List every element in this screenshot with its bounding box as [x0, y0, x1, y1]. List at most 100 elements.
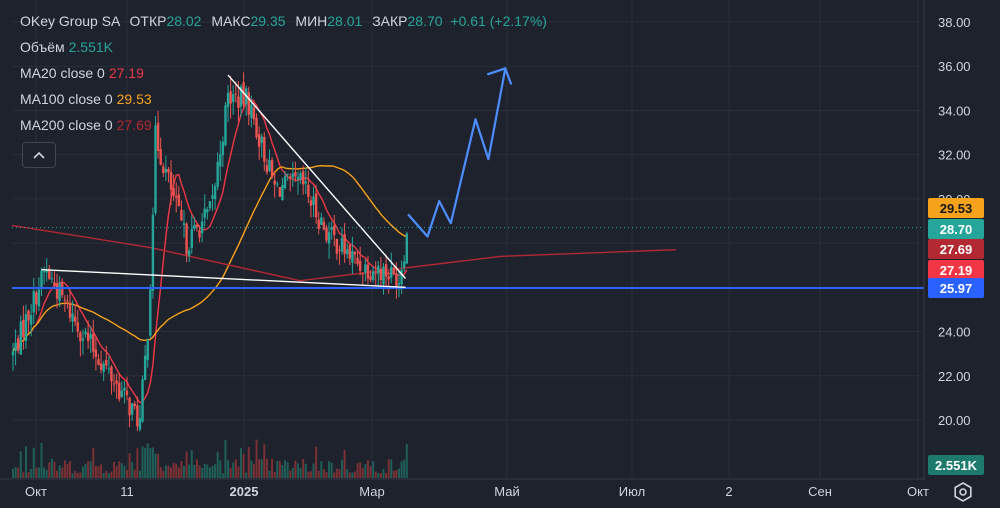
volume-bar — [330, 462, 333, 478]
volume-bar — [346, 469, 349, 478]
candle-body — [159, 149, 162, 165]
volume-bar — [335, 468, 338, 478]
volume-bar — [94, 465, 97, 478]
y-tick-label: 38.00 — [938, 15, 971, 30]
volume-bar — [328, 461, 331, 478]
volume-bar — [24, 446, 27, 478]
candle-body — [335, 238, 339, 254]
volume-bar — [232, 462, 235, 478]
candle-body — [130, 403, 134, 415]
volume-bar — [265, 458, 268, 478]
candle-body — [343, 234, 346, 255]
volume-bar — [180, 460, 183, 478]
volume-price-tag — [928, 455, 984, 475]
candle-body — [177, 194, 181, 206]
volume-bar — [276, 460, 279, 478]
candle-body — [37, 289, 41, 307]
volume-bar — [239, 448, 242, 478]
candle-body — [73, 316, 77, 322]
y-tick-label: 32.00 — [938, 148, 971, 163]
candle-body — [180, 209, 183, 221]
volume-bar — [382, 468, 385, 478]
volume-bar — [398, 468, 401, 478]
candle-body — [307, 184, 310, 197]
candle-body — [320, 217, 323, 225]
collapse-legend-button[interactable] — [22, 142, 56, 168]
volume-bar — [343, 449, 346, 478]
candle-body — [216, 161, 219, 187]
x-tick-label: Июл — [619, 484, 645, 499]
volume-bar — [252, 463, 255, 478]
volume-bar — [107, 473, 110, 478]
volume-bar — [146, 443, 149, 478]
volume-bar — [19, 451, 22, 478]
change-value: +0.61 (+2.17%) — [450, 13, 547, 29]
volume-bar — [32, 447, 35, 478]
candle-body — [374, 272, 377, 274]
candle-body — [115, 380, 118, 384]
volume-bar — [387, 459, 390, 478]
volume-bar — [395, 469, 398, 478]
candle-body — [187, 250, 191, 256]
volume-bar — [341, 459, 344, 478]
candle-body — [29, 315, 33, 325]
volume-row[interactable]: Объём 2.551K — [20, 34, 547, 60]
candle-body — [141, 379, 144, 422]
candle-body — [226, 92, 230, 107]
volume-bar — [278, 461, 281, 478]
ma200-row[interactable]: MA200 close 0 27.69 — [20, 112, 547, 138]
ma20-row[interactable]: MA20 close 0 27.19 — [20, 60, 547, 86]
volume-bar — [17, 467, 20, 478]
candle-body — [110, 366, 113, 382]
high-label: МАКС — [211, 13, 251, 29]
volume-bar — [356, 463, 359, 478]
volume-bar — [351, 472, 354, 478]
symbol-name[interactable]: OKey Group SA — [20, 13, 120, 29]
volume-bar — [374, 471, 377, 478]
drawings — [12, 67, 924, 289]
candle-body — [125, 390, 129, 396]
volume-bar — [193, 464, 196, 478]
volume-bar — [309, 471, 312, 478]
volume-bar — [61, 467, 64, 478]
candle-body — [206, 209, 209, 213]
volume-bar — [102, 473, 105, 478]
candle-body — [76, 322, 79, 332]
ma100-price-tag — [928, 198, 984, 218]
candle-body — [250, 104, 253, 119]
volume-bar — [175, 463, 178, 478]
volume-bar — [30, 468, 33, 478]
volume-bar — [89, 461, 92, 478]
candle-body — [291, 173, 295, 178]
volume-bar — [66, 463, 69, 478]
candle-body — [270, 160, 274, 177]
candles — [11, 72, 409, 432]
candle-body — [24, 314, 28, 342]
volume-bar — [242, 453, 245, 478]
volume-bar — [123, 465, 126, 478]
ma20-value: 27.19 — [108, 65, 144, 81]
candle-body — [257, 134, 261, 147]
candle-body — [255, 117, 258, 138]
volume-bar — [58, 465, 61, 478]
volume-bar — [245, 472, 248, 478]
candle-body — [384, 264, 388, 277]
volume-label: Объём — [20, 39, 65, 55]
candle-body — [237, 96, 240, 108]
candle-body — [348, 245, 352, 259]
candle-body — [327, 232, 331, 244]
candle-body — [19, 321, 22, 355]
candle-body — [200, 221, 204, 234]
candle-body — [66, 300, 69, 302]
volume-bar — [128, 453, 131, 478]
ma200-value: 27.69 — [116, 117, 152, 133]
candle-body — [94, 349, 98, 357]
chart-settings-button[interactable] — [952, 481, 974, 503]
ma200-line — [11, 224, 677, 282]
candle-body — [123, 387, 126, 391]
high-value: 29.35 — [250, 13, 286, 29]
legend: OKey Group SA ОТКР28.02 МАКС29.35 МИН28.… — [20, 8, 547, 138]
volume-bar — [348, 472, 351, 478]
ma100-row[interactable]: MA100 close 0 29.53 — [20, 86, 547, 112]
